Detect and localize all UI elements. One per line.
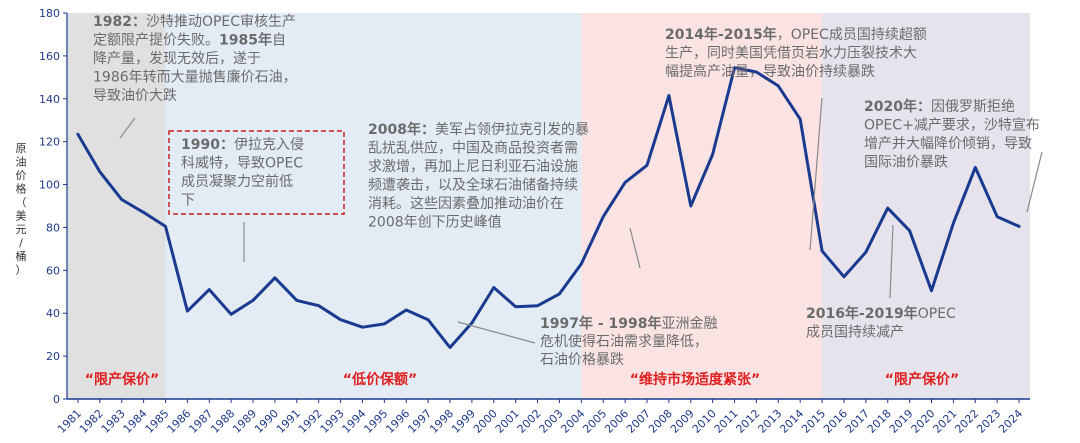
x-tick-label: 1997 — [405, 407, 434, 436]
x-tick-label: 2023 — [974, 407, 1003, 436]
x-tick-label: 1992 — [296, 407, 325, 436]
x-tick-label: 2016 — [821, 407, 850, 436]
x-tick-label: 2022 — [952, 407, 981, 436]
x-tick-label: 1987 — [186, 407, 215, 436]
annotation-a2016: 2016年-2019年OPEC 成员国持续减产 — [806, 305, 956, 341]
x-tick-label: 1996 — [383, 407, 412, 436]
x-tick-label: 2000 — [471, 407, 500, 436]
y-tick-label: 180 — [39, 7, 60, 20]
phase-band-0 — [67, 13, 166, 399]
phase-band-2 — [581, 13, 823, 399]
leader-lines — [119, 97, 1043, 344]
x-tick-label: 1999 — [449, 407, 478, 436]
annotation-a1997: 1997年 - 1998年亚洲金融危机使得石油需求量降低，石油价格暴跌 — [540, 315, 718, 368]
x-tick-label: 2002 — [515, 407, 544, 436]
x-tick-label: 1981 — [55, 407, 84, 436]
x-tick-label: 2003 — [537, 407, 566, 436]
x-tick-label: 2020 — [909, 407, 938, 436]
x-tick-label: 2012 — [734, 407, 763, 436]
x-tick-label: 2015 — [799, 407, 828, 436]
phase-bands — [67, 13, 1030, 399]
phase-band-3 — [822, 13, 1030, 399]
annotation-leader — [457, 321, 536, 344]
x-tick-label: 1985 — [143, 407, 172, 436]
phase-label-0: “限产保价” — [85, 371, 159, 388]
annotation-leader — [119, 117, 136, 139]
annotation-leader — [889, 224, 894, 299]
y-tick-label: 20 — [46, 350, 60, 363]
series-layer — [76, 66, 1021, 349]
annotation-leader — [1026, 151, 1043, 213]
annotation-a2014: 2014年-2015年，OPEC成员国持续超额生产，同时美国凭借页岩水力压裂技术… — [665, 26, 927, 80]
x-tick-label: 2006 — [602, 407, 631, 436]
x-tick-label: 2005 — [580, 407, 609, 436]
phase-label-1: “低价保额” — [343, 371, 417, 388]
x-tick-label: 1982 — [77, 407, 106, 436]
x-axis: 1981198219831984198519861987198819891990… — [55, 398, 1030, 436]
box-1990-highlight — [168, 130, 345, 215]
x-tick-label: 2013 — [755, 407, 784, 436]
y-tick-label: 140 — [39, 93, 60, 106]
x-tick-label: 2010 — [690, 407, 719, 436]
x-tick-label: 1986 — [165, 407, 194, 436]
annotation-a2020: 2020年：因俄罗斯拒绝 OPEC+减产要求，沙特宣布增产并大幅降价倾销，导致国际… — [864, 98, 1040, 171]
x-tick-label: 1998 — [427, 407, 456, 436]
x-tick-label: 2019 — [887, 407, 916, 436]
annotation-a1982: 1982：沙特推动OPEC审核生产定额限产提价失败。1985年自降产量，发现无效… — [93, 14, 297, 104]
y-axis-label: 原油价格（美元/桶） — [16, 142, 27, 277]
x-tick-label: 2021 — [931, 407, 960, 436]
x-tick-label: 2004 — [558, 407, 587, 436]
annotation-leader — [629, 227, 641, 269]
annotations: 1982：沙特推动OPEC审核生产定额限产提价失败。1985年自降产量，发现无效… — [93, 14, 1040, 368]
x-tick-label: 1993 — [318, 407, 347, 436]
x-tick-label: 2018 — [865, 407, 894, 436]
y-tick-label: 100 — [39, 179, 60, 192]
phase-labels: “限产保价” “低价保额” “维持市场适度紧张” “限产保价” — [85, 371, 959, 388]
x-tick-label: 2001 — [493, 407, 522, 436]
phase-label-3: “限产保价” — [885, 371, 959, 388]
annotation-a2008: 2008年：美军占领伊拉克引发的暴乱扰乱供应，中国及商品投资者需求激增，再加上尼… — [368, 121, 589, 231]
y-tick-label: 0 — [53, 393, 60, 406]
x-tick-label: 1983 — [99, 407, 128, 436]
x-tick-label: 2008 — [646, 407, 675, 436]
x-tick-label: 2014 — [777, 407, 806, 436]
x-tick-label: 2011 — [712, 407, 741, 436]
x-tick-label: 1994 — [340, 407, 369, 436]
x-tick-label: 1989 — [230, 407, 259, 436]
y-tick-label: 120 — [39, 136, 60, 149]
x-tick-label: 1995 — [361, 407, 390, 436]
x-tick-label: 1984 — [121, 407, 150, 436]
annotation-leader — [809, 97, 823, 251]
y-tick-label: 40 — [46, 307, 60, 320]
phase-band-1 — [165, 13, 582, 399]
phase-label-2: “维持市场适度紧张” — [630, 371, 760, 388]
x-tick-label: 2024 — [996, 407, 1025, 436]
x-tick-label: 1988 — [208, 407, 237, 436]
y-tick-label: 160 — [39, 50, 60, 63]
x-tick-label: 2009 — [668, 407, 697, 436]
series-line-0 — [76, 66, 1021, 349]
x-tick-label: 2007 — [624, 407, 653, 436]
x-tick-label: 1991 — [274, 407, 303, 436]
y-tick-label: 80 — [46, 221, 60, 234]
x-tick-label: 2017 — [843, 407, 872, 436]
y-axis: 0 20 40 60 80 100 120 140 160 180 — [39, 7, 68, 406]
x-tick-label: 1990 — [252, 407, 281, 436]
annotation-a1990: 1990：伊拉克入侵科威特，导致OPEC 成员凝聚力空前低下 — [181, 136, 304, 209]
y-tick-label: 60 — [46, 264, 60, 277]
